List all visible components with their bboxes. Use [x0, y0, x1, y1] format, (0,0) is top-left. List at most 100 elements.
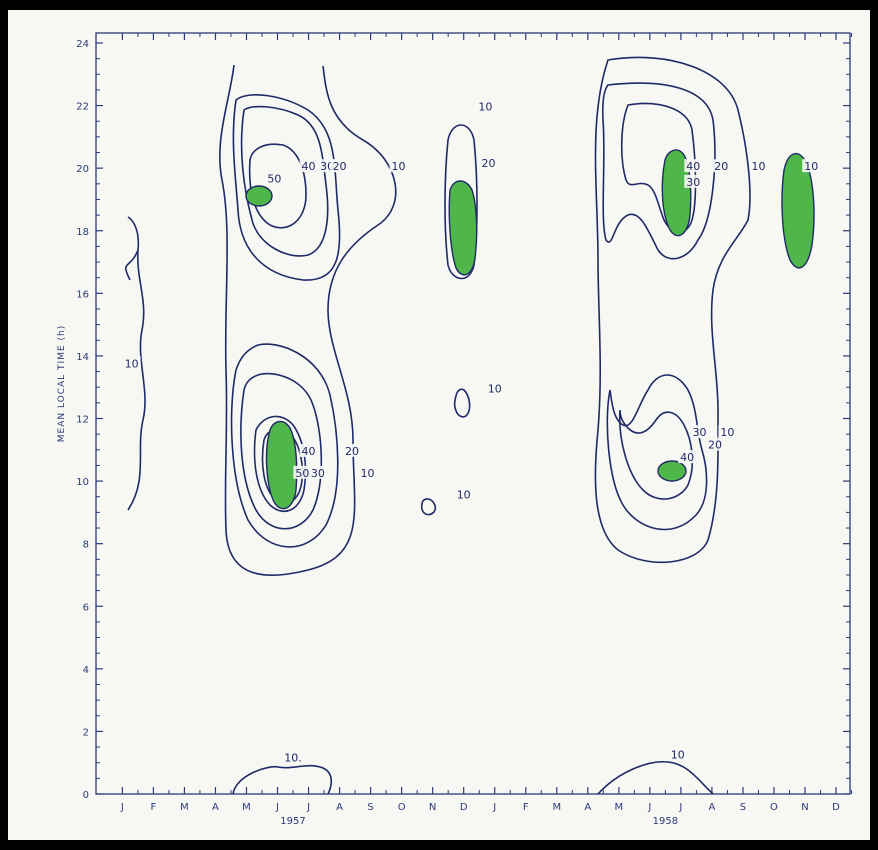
contour-label: 10 [804, 160, 818, 173]
y-axis-title: MEAN LOCAL TIME (h) [57, 325, 67, 443]
contour-label-bg [684, 159, 703, 173]
contour-1957-bottom [232, 764, 332, 795]
x-tick-label: O [770, 802, 778, 813]
contour-label-bg [358, 465, 377, 479]
contour-label: 20 [333, 160, 347, 173]
contour-label: 30 [693, 426, 707, 439]
y-tick-label: 6 [83, 602, 89, 613]
contour-1957-lower-40 [253, 415, 307, 513]
contour-label-bg [265, 171, 284, 185]
shaded-jul-1958-evening [661, 149, 692, 237]
x-tick-label: M [615, 802, 624, 813]
x-tick-label: A [584, 802, 591, 813]
contour-jan-10 [125, 216, 146, 511]
shaded-regions [245, 149, 815, 510]
contour-label-bg [122, 356, 141, 370]
contour-label: 10 [671, 748, 685, 761]
x-tick-label: A [708, 802, 715, 813]
contour-label: 40 [686, 160, 700, 173]
shaded-1957-evening [245, 185, 273, 207]
y-tick-label: 10 [76, 477, 89, 488]
contour-dec-small [453, 388, 471, 418]
x-tick-label: N [801, 802, 808, 813]
x-year-label: 1957 [280, 816, 305, 827]
contour-label: 10. [284, 752, 302, 765]
x-tick-label: J [275, 802, 279, 813]
contour-1958-20 [601, 82, 716, 260]
contour-label: 10 [751, 160, 765, 173]
contour-1957-lower-20 [230, 343, 339, 548]
contour-label-bg [308, 465, 327, 479]
contour-label: 40 [302, 445, 316, 458]
contour-label: 10 [392, 160, 406, 173]
contour-1957-lower-30 [240, 372, 323, 530]
contour-label-bg [293, 465, 312, 479]
x-tick-label: J [306, 802, 310, 813]
contour-nov-small [420, 498, 437, 516]
contour-1958-30 [620, 102, 697, 234]
x-tick-label: A [336, 802, 343, 813]
contour-label-bg [749, 159, 768, 173]
contour-1957-outer [219, 64, 397, 576]
contour-label-bg [284, 750, 303, 764]
contour-label-bg [678, 450, 697, 464]
contour-label: 20 [345, 445, 359, 458]
contour-1957-upper-40 [248, 143, 307, 229]
contour-1957-upper-30 [240, 105, 329, 257]
contour-label: 10 [720, 426, 734, 439]
x-tick-label: M [552, 802, 561, 813]
x-tick-label: N [429, 802, 436, 813]
x-tick-label: S [367, 802, 373, 813]
contour-label-bg [299, 159, 318, 173]
x-tick-label: J [120, 802, 124, 813]
x-tick-label: A [212, 802, 219, 813]
x-tick-label: S [740, 802, 746, 813]
y-tick-label: 4 [83, 665, 89, 676]
x-tick-label: J [678, 802, 682, 813]
y-tick-label: 18 [76, 227, 89, 238]
contour-label: 10 [488, 382, 502, 395]
y-tick-label: 20 [76, 164, 89, 175]
contour-label: 10 [457, 489, 471, 502]
contour-label: 30 [311, 467, 325, 480]
chart-frame: 0 2 4 6 8 10 12 14 16 18 20 22 24 J F M A M J J A S O N D J F M A M J J… [8, 10, 870, 840]
y-tick-label: 12 [76, 415, 89, 426]
contour-label-bg [690, 425, 709, 439]
x-tick-label: F [523, 802, 529, 813]
x-tick-label: D [832, 802, 840, 813]
contour-label-bg [684, 174, 703, 188]
contour-label: 10 [361, 467, 375, 480]
x-tick-label: D [460, 802, 468, 813]
contour-label-bg [299, 443, 318, 457]
y-tick-label: 0 [83, 790, 89, 801]
shaded-dec-1957 [448, 180, 478, 276]
shaded-1957-midday [265, 420, 298, 510]
contour-label-bg [454, 487, 473, 501]
x-tick-label: M [180, 802, 189, 813]
contour-label-bg [485, 381, 504, 395]
contour-label-bg [330, 159, 349, 173]
contour-label-bg [718, 425, 737, 439]
contour-label-bg [476, 99, 495, 113]
contour-label-bg [712, 159, 731, 173]
contour-1957-upper-20 [232, 94, 341, 281]
contour-label: 50 [267, 173, 281, 186]
contour-label: 10 [478, 101, 492, 114]
contour-label-bg [389, 159, 408, 173]
y-tick-label: 22 [76, 102, 89, 113]
contour-label: 40 [302, 160, 316, 173]
y-tick-label: 2 [83, 727, 89, 738]
contour-label-bg [342, 443, 361, 457]
contour-lines [125, 56, 751, 795]
y-tick-label: 14 [76, 352, 89, 363]
contour-label: 20 [714, 160, 728, 173]
contour-label: 20 [482, 157, 496, 170]
contour-label-bg [668, 747, 687, 761]
contour-1958-lower-30 [618, 409, 694, 500]
contour-1958-lower-20 [606, 374, 708, 531]
contour-label: 20 [708, 439, 722, 452]
x-tick-label: F [151, 802, 157, 813]
y-tick-label: 16 [76, 289, 89, 300]
